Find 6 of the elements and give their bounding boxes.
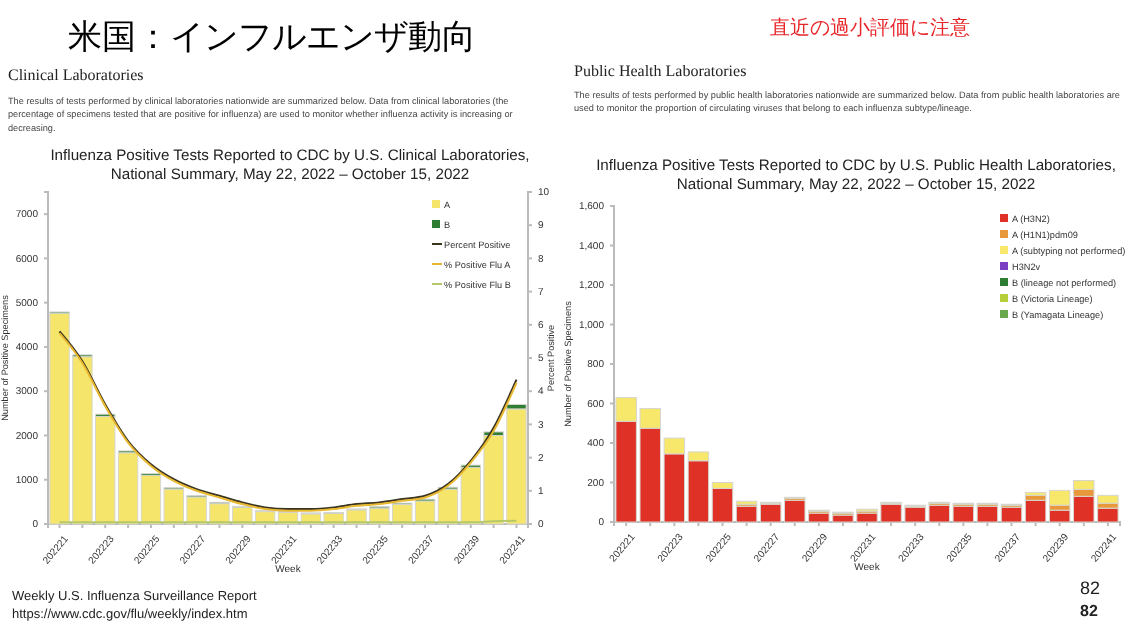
text: Clinical Laboratories (8, 66, 144, 84)
text: 直近の過小評価に注意 (770, 16, 970, 40)
text: Public Health Laboratories (574, 62, 747, 80)
text: 82 (1080, 602, 1099, 620)
text: 82 (1080, 578, 1101, 598)
text: 米国：インフルエンザ動向 (68, 18, 476, 56)
